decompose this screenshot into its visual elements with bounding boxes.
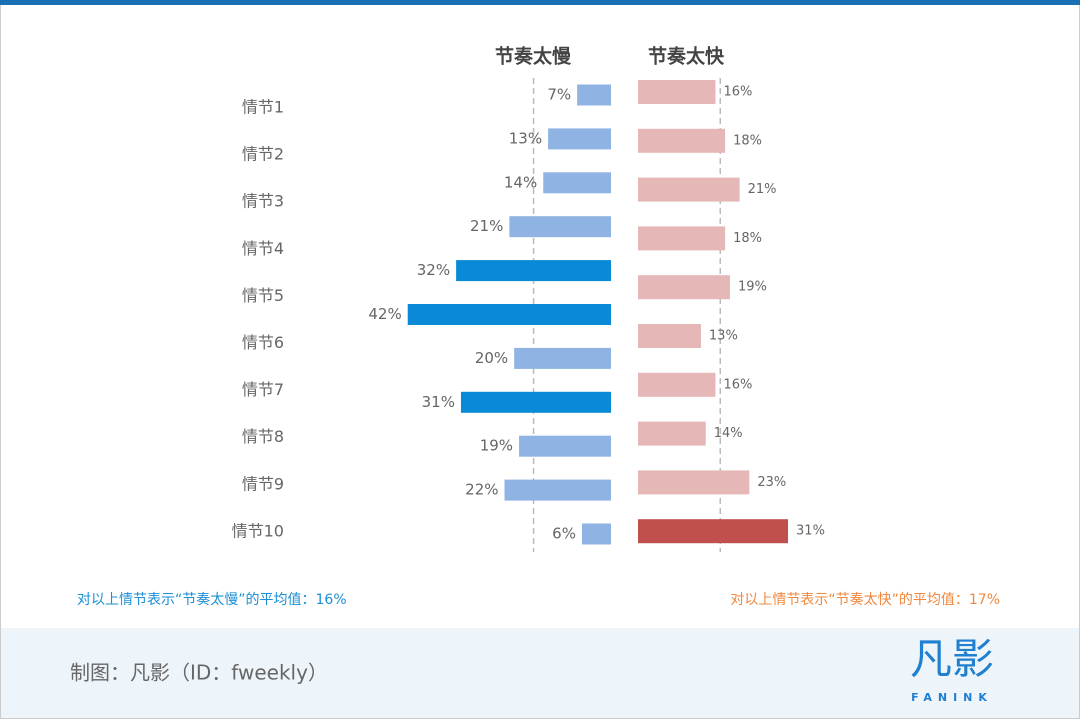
category-label: 情节8 [242, 427, 284, 446]
value-label: 31% [422, 393, 455, 411]
value-label: 32% [417, 261, 450, 279]
series-header: 节奏太快 [648, 45, 725, 68]
bar [581, 523, 611, 545]
footer-band [1, 628, 1079, 718]
category-label: 情节7 [242, 380, 284, 399]
logo: 凡影 [910, 635, 994, 684]
bar [638, 470, 750, 495]
value-label: 21% [748, 182, 777, 197]
bar [638, 324, 701, 348]
bar [509, 216, 611, 238]
value-label: 13% [509, 129, 542, 147]
value-label: 20% [475, 349, 508, 367]
bar [638, 177, 740, 202]
value-label: 21% [470, 217, 503, 235]
bar [638, 519, 789, 544]
value-label: 31% [796, 524, 825, 539]
bar [548, 128, 611, 150]
value-label: 23% [757, 475, 786, 490]
value-label: 18% [733, 231, 762, 246]
value-label: 42% [368, 305, 401, 323]
value-label: 16% [723, 85, 752, 100]
value-label: 19% [738, 280, 767, 295]
category-label: 情节2 [242, 145, 284, 164]
category-label: 情节4 [242, 239, 284, 258]
category-label: 情节3 [242, 192, 284, 211]
logo-sub: FANINK [911, 691, 993, 704]
category-label: 情节5 [242, 286, 284, 305]
value-label: 19% [480, 437, 513, 455]
series-header: 节奏太慢 [495, 45, 572, 68]
value-label: 6% [552, 525, 576, 543]
annotation: 对以上情节表示“节奏太快”的平均值：17% [730, 592, 1000, 608]
bar [407, 304, 611, 325]
bar [638, 421, 706, 446]
bar [519, 435, 611, 457]
annotation: 对以上情节表示“节奏太慢”的平均值：16% [77, 591, 347, 608]
bar [638, 275, 730, 300]
value-label: 18% [733, 133, 762, 148]
top-bar [0, 0, 1080, 5]
bar [543, 172, 611, 194]
bar [638, 226, 726, 251]
bar [577, 84, 611, 106]
value-label: 16% [723, 377, 752, 392]
category-label: 情节1 [242, 98, 284, 117]
bar [638, 80, 716, 104]
bar [514, 347, 611, 369]
category-label: 情节10 [232, 521, 284, 540]
value-label: 7% [547, 86, 571, 104]
bar [638, 128, 726, 153]
bar [638, 372, 716, 397]
category-label: 情节9 [242, 474, 284, 493]
credit: 制图：凡影（ID：fweekly） [70, 661, 328, 685]
bar [460, 391, 611, 413]
value-label: 14% [504, 173, 537, 191]
bar [456, 260, 611, 282]
value-label: 13% [709, 329, 738, 344]
value-label: 22% [465, 481, 498, 499]
bar [504, 479, 611, 501]
value-label: 14% [714, 426, 743, 441]
category-label: 情节6 [242, 333, 284, 352]
